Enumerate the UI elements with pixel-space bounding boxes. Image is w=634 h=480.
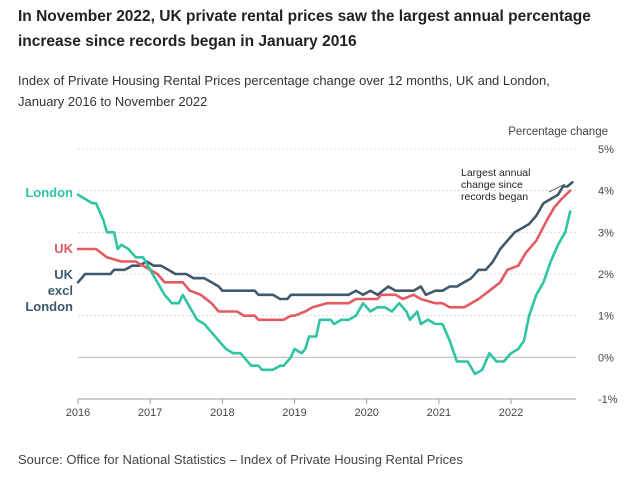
x-tick-label: 2017 bbox=[138, 407, 162, 419]
x-tick-label: 2018 bbox=[210, 407, 234, 419]
y-tick-label: 1% bbox=[598, 311, 614, 323]
series-line-london bbox=[76, 193, 572, 376]
x-tick-label: 2016 bbox=[66, 407, 90, 419]
y-tick-label: 4% bbox=[598, 186, 614, 198]
y-tick-label: 3% bbox=[598, 227, 614, 239]
y-tick-label: -1% bbox=[598, 394, 618, 406]
chart-subtitle: Index of Private Housing Rental Prices p… bbox=[18, 73, 550, 109]
series-line-uk-excl-london bbox=[76, 181, 574, 301]
annotation-line: Largest annual bbox=[461, 167, 530, 179]
source-note: Source: Office for National Statistics –… bbox=[18, 452, 463, 467]
y-tick-label: 2% bbox=[598, 269, 614, 281]
y-tick-label: 5% bbox=[598, 144, 614, 156]
x-tick-label: 2019 bbox=[282, 407, 306, 419]
series-label: London bbox=[25, 185, 73, 200]
series-label: UK bbox=[54, 241, 73, 256]
y-axis-label: Percentage change bbox=[508, 126, 608, 138]
x-tick-label: 2022 bbox=[499, 407, 523, 419]
y-axis: 5% 4% 3% 2% 1% 0% -1% bbox=[598, 144, 618, 406]
y-tick-label: 0% bbox=[598, 352, 614, 364]
line-chart: 2016 2017 2018 2019 2020 2021 2022 5% 4% 3% 2% 1% 0… bbox=[25, 126, 618, 419]
annotation-line: change since bbox=[461, 179, 523, 191]
chart-title: In November 2022, UK private rental pric… bbox=[18, 8, 591, 50]
x-tick-label: 2020 bbox=[354, 407, 378, 419]
x-axis: 2016 2017 2018 2019 2020 2021 2022 bbox=[66, 398, 576, 419]
series-label: excl bbox=[48, 283, 73, 298]
x-tick-label: 2021 bbox=[427, 407, 451, 419]
series-lines bbox=[76, 181, 574, 376]
series-label: UK bbox=[54, 267, 73, 282]
series-label: London bbox=[25, 299, 73, 314]
annotation-line: records began bbox=[461, 191, 528, 203]
annotation-pointer bbox=[548, 183, 566, 193]
series-line-uk bbox=[76, 189, 572, 322]
